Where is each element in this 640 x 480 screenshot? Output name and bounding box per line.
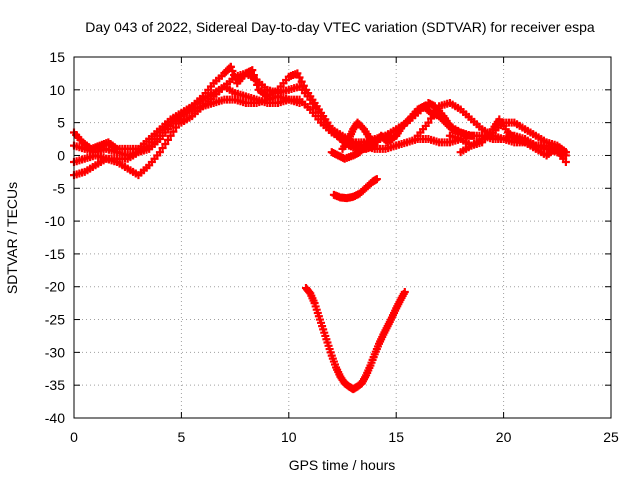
data-point-trail: [158, 144, 167, 153]
data-point-trail: [314, 107, 323, 116]
data-point-trail: [308, 99, 317, 108]
data-point: [226, 62, 235, 71]
chart-title: Day 043 of 2022, Sidereal Day-to-day VTE…: [85, 19, 595, 35]
data-point: [372, 175, 381, 184]
series-dip-deep: [301, 284, 409, 394]
plot-frame: [73, 56, 612, 419]
data-point: [561, 148, 570, 157]
data-point: [166, 131, 175, 140]
data-point-trail: [161, 139, 170, 148]
x-tick-label: 20: [496, 429, 512, 445]
data-point-trail: [429, 110, 438, 119]
data-point-trail: [427, 114, 436, 123]
y-tick-label: 15: [49, 49, 65, 65]
series-track-k: [445, 115, 570, 167]
data-point-trail: [228, 66, 237, 75]
y-tick-label: 10: [49, 82, 65, 98]
y-tick-label: -20: [45, 279, 65, 295]
y-tick-label: -25: [45, 312, 65, 328]
axis-ticks: [73, 56, 612, 419]
y-tick-label: -35: [45, 377, 65, 393]
x-tick-label: 25: [603, 429, 619, 445]
data-point-trail: [311, 103, 320, 112]
series-track-c: [70, 92, 304, 180]
data-point-trail: [297, 77, 306, 86]
data-point: [293, 69, 302, 78]
x-axis-label: GPS time / hours: [289, 457, 396, 473]
y-tick-label: -10: [45, 213, 65, 229]
y-tick-label: 5: [57, 115, 65, 131]
y-tick-labels: -40 -35 -30 -25 -20 -15 -10 -5 0 5 10 15: [45, 49, 65, 426]
x-tick-label: 0: [70, 429, 78, 445]
data-point: [400, 287, 409, 296]
data-point: [306, 95, 315, 104]
data-point: [155, 148, 164, 157]
y-tick-label: -40: [45, 410, 65, 426]
y-tick-label: -15: [45, 246, 65, 262]
series-track-d: [70, 115, 186, 180]
data-point-trail: [163, 135, 172, 144]
y-tick-label: -30: [45, 344, 65, 360]
x-tick-label: 5: [178, 429, 186, 445]
series-dip-shallow: [329, 175, 381, 203]
y-tick-label: 0: [57, 147, 65, 163]
x-tick-labels: 0 5 10 15 20 25: [70, 429, 619, 445]
data-series: [70, 62, 570, 394]
y-tick-label: -5: [53, 180, 66, 196]
x-tick-label: 15: [388, 429, 404, 445]
y-axis-label: SDTVAR / TECUs: [4, 182, 20, 294]
x-tick-label: 10: [281, 429, 297, 445]
data-point-trail: [295, 73, 304, 82]
data-point: [561, 158, 570, 167]
data-point: [424, 118, 433, 127]
grid-lines: [74, 57, 611, 418]
data-point-trail: [432, 106, 441, 115]
data-point-trail: [169, 127, 178, 136]
